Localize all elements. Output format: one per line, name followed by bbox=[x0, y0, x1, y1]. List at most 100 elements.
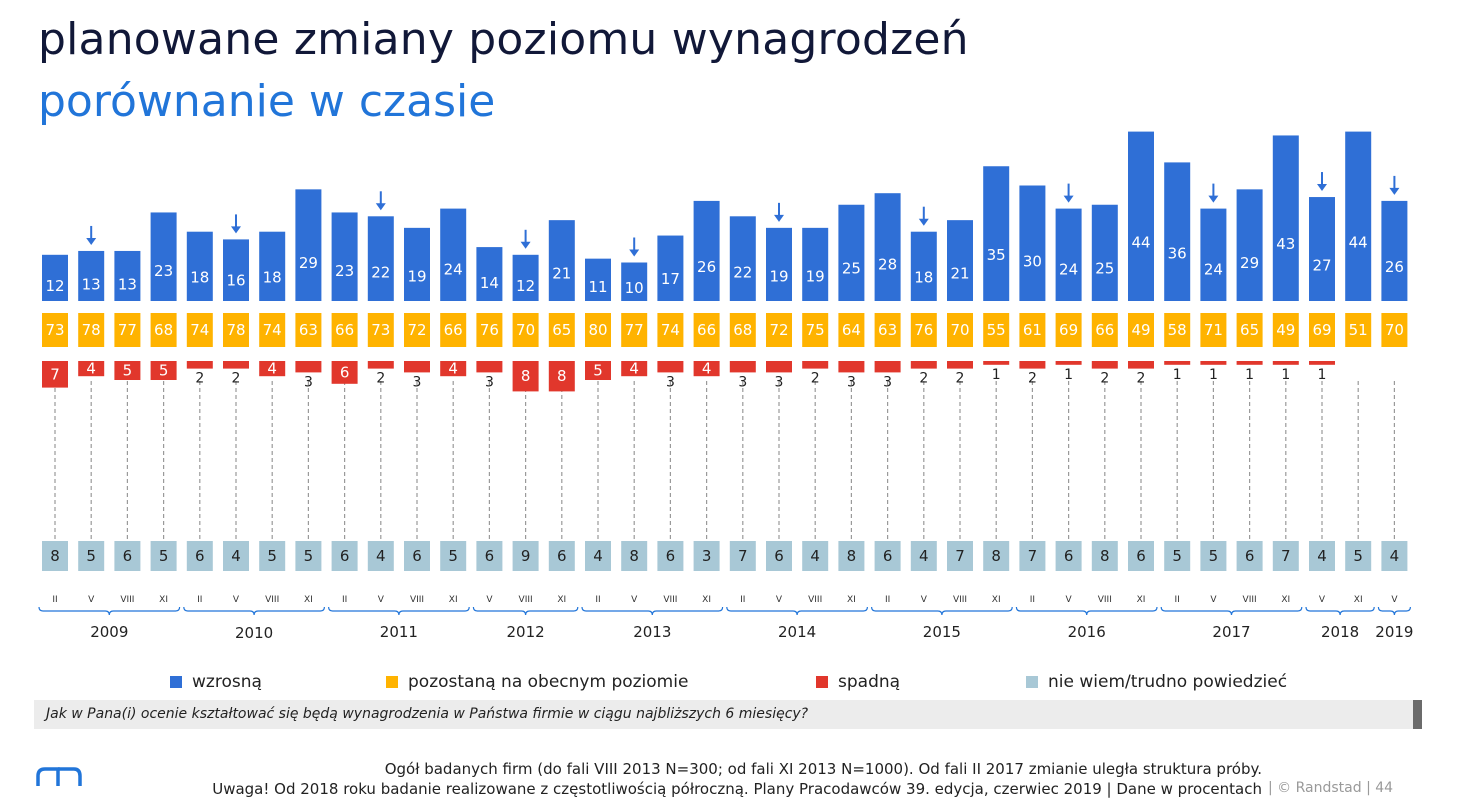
bar-spadna bbox=[621, 361, 648, 377]
label-spadna: 3 bbox=[883, 374, 892, 390]
bar-wzrosna bbox=[186, 231, 213, 301]
box-nie-wiem bbox=[874, 541, 901, 571]
label-pozostana: 74 bbox=[263, 321, 282, 339]
bar-wzrosna bbox=[1345, 131, 1372, 301]
box-pozostana bbox=[259, 313, 286, 347]
question-bar: Jak w Pana(i) ocenie kształtować się będ… bbox=[34, 700, 1422, 729]
bar-wzrosna bbox=[1019, 185, 1046, 301]
box-nie-wiem bbox=[78, 541, 105, 571]
box-nie-wiem bbox=[1164, 541, 1191, 571]
label-nie-wiem: 8 bbox=[847, 547, 857, 565]
legend-swatch-spadna bbox=[816, 676, 828, 688]
month-tick-label: V bbox=[88, 595, 95, 605]
box-pozostana bbox=[1309, 313, 1335, 347]
box-pozostana bbox=[1019, 313, 1046, 347]
month-tick-label: V bbox=[631, 595, 638, 605]
month-tick-label: V bbox=[1319, 595, 1326, 605]
label-pozostana: 77 bbox=[118, 321, 137, 339]
bar-spadna bbox=[1236, 361, 1263, 365]
box-pozostana bbox=[1164, 313, 1191, 347]
bar-wzrosna bbox=[1091, 204, 1118, 301]
box-nie-wiem bbox=[1309, 541, 1335, 571]
arrow-down-icon bbox=[231, 226, 241, 234]
label-pozostana: 63 bbox=[878, 321, 897, 339]
box-nie-wiem bbox=[657, 541, 684, 571]
legend-label: spadną bbox=[838, 672, 901, 692]
legend-label: pozostaną na obecnym poziomie bbox=[408, 672, 689, 692]
label-spadna: 1 bbox=[1064, 367, 1073, 383]
arrow-down-icon bbox=[1208, 195, 1219, 203]
label-wzrosna: 16 bbox=[226, 271, 245, 289]
legend-swatch-nie-wiem bbox=[1026, 676, 1038, 688]
bar-spadna bbox=[838, 361, 865, 373]
label-spadna: 4 bbox=[448, 360, 458, 378]
label-pozostana: 74 bbox=[661, 321, 680, 339]
label-nie-wiem: 5 bbox=[1209, 547, 1219, 565]
bar-spadna bbox=[585, 361, 611, 380]
bar-spadna bbox=[874, 361, 901, 373]
box-nie-wiem bbox=[1272, 541, 1299, 571]
month-tick-label: XI bbox=[304, 595, 313, 605]
label-nie-wiem: 4 bbox=[231, 547, 241, 565]
box-pozostana bbox=[657, 313, 684, 347]
box-nie-wiem bbox=[404, 541, 430, 571]
label-nie-wiem: 8 bbox=[50, 547, 60, 565]
bar-spadna bbox=[1091, 361, 1118, 369]
label-pozostana: 49 bbox=[1131, 321, 1150, 339]
label-nie-wiem: 6 bbox=[883, 547, 893, 565]
label-spadna: 2 bbox=[1137, 371, 1146, 387]
label-pozostana: 68 bbox=[154, 321, 173, 339]
bar-spadna bbox=[440, 361, 467, 377]
year-bracket bbox=[183, 606, 325, 616]
legend-swatch-pozostana bbox=[386, 676, 398, 688]
year-bracket bbox=[871, 606, 1013, 616]
month-tick-label: XI bbox=[702, 595, 711, 605]
bar-spadna bbox=[947, 361, 973, 369]
bar-spadna bbox=[114, 361, 141, 380]
box-nie-wiem bbox=[910, 541, 937, 571]
label-pozostana: 63 bbox=[299, 321, 318, 339]
box-pozostana bbox=[1381, 313, 1408, 347]
label-pozostana: 71 bbox=[1204, 321, 1223, 339]
label-nie-wiem: 4 bbox=[376, 547, 386, 565]
label-nie-wiem: 4 bbox=[919, 547, 929, 565]
bar-wzrosna bbox=[1128, 131, 1154, 301]
label-wzrosna: 23 bbox=[154, 262, 173, 280]
year-bracket bbox=[38, 606, 181, 616]
box-nie-wiem bbox=[693, 541, 720, 571]
year-label: 2015 bbox=[923, 623, 961, 641]
box-pozostana bbox=[585, 313, 611, 347]
bar-wzrosna bbox=[1164, 162, 1191, 301]
box-nie-wiem bbox=[1055, 541, 1082, 571]
label-spadna: 2 bbox=[1028, 371, 1037, 387]
label-spadna: 2 bbox=[195, 371, 204, 387]
year-label: 2019 bbox=[1375, 623, 1413, 641]
box-nie-wiem bbox=[186, 541, 213, 571]
label-nie-wiem: 7 bbox=[955, 547, 965, 565]
label-nie-wiem: 5 bbox=[1172, 547, 1182, 565]
box-nie-wiem bbox=[150, 541, 177, 571]
month-tick-label: II bbox=[595, 595, 600, 605]
label-pozostana: 76 bbox=[914, 321, 933, 339]
month-tick-label: XI bbox=[449, 595, 458, 605]
arrow-down-icon bbox=[1389, 187, 1400, 195]
bar-wzrosna bbox=[150, 212, 177, 301]
label-spadna: 3 bbox=[775, 374, 784, 390]
bar-wzrosna bbox=[802, 227, 829, 301]
box-pozostana bbox=[621, 313, 648, 347]
label-wzrosna: 14 bbox=[480, 274, 499, 292]
box-pozostana bbox=[186, 313, 213, 347]
bar-wzrosna bbox=[42, 254, 68, 301]
label-wzrosna: 21 bbox=[950, 265, 969, 283]
label-wzrosna: 18 bbox=[263, 269, 282, 287]
label-wzrosna: 23 bbox=[335, 262, 354, 280]
box-nie-wiem bbox=[621, 541, 648, 571]
box-pozostana bbox=[404, 313, 430, 347]
box-nie-wiem bbox=[1381, 541, 1408, 571]
footer-note-source: Uwaga! Od 2018 roku badanie realizowane … bbox=[212, 780, 1262, 798]
page-title: planowane zmiany poziomu wynagrodzeń bbox=[38, 14, 969, 65]
label-pozostana: 51 bbox=[1349, 321, 1368, 339]
arrow-down-icon bbox=[1317, 184, 1327, 192]
label-nie-wiem: 7 bbox=[1028, 547, 1038, 565]
label-spadna: 1 bbox=[1318, 367, 1327, 383]
